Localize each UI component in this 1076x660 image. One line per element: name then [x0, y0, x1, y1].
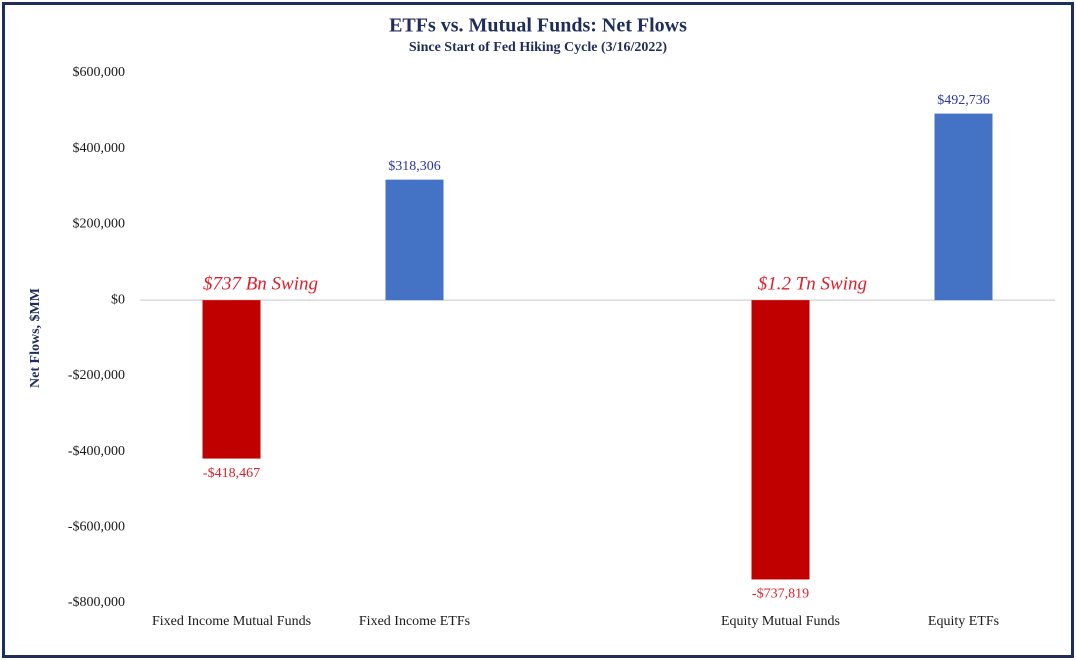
y-tick-label: -$800,000: [68, 595, 125, 610]
value-label: $318,306: [388, 159, 441, 174]
chart-subtitle: Since Start of Fed Hiking Cycle (3/16/20…: [409, 40, 668, 55]
chart-title: ETFs vs. Mutual Funds: Net Flows: [389, 15, 687, 37]
value-label: -$737,819: [752, 587, 809, 602]
y-tick-label: -$200,000: [68, 368, 125, 383]
y-tick-label: $0: [111, 292, 125, 307]
y-tick-label: -$400,000: [68, 444, 125, 459]
y-axis-label: Net Flows, $MM: [28, 288, 43, 388]
bar: [202, 300, 261, 459]
y-tick-label: $200,000: [73, 217, 126, 232]
x-tick-label: Fixed Income ETFs: [358, 614, 471, 629]
x-tick-label: Equity Mutual Funds: [720, 614, 840, 629]
x-tick-label: Fixed Income Mutual Funds: [151, 614, 312, 629]
y-tick-label: -$600,000: [68, 520, 125, 535]
y-tick-label: $400,000: [73, 141, 126, 156]
value-label: -$418,467: [203, 466, 260, 481]
bar: [385, 179, 444, 301]
bar: [751, 300, 810, 580]
annotation: $737 Bn Swing: [203, 274, 318, 295]
annotation: $1.2 Tn Swing: [758, 274, 867, 295]
x-tick-label: Equity ETFs: [927, 614, 1000, 629]
y-tick-label: $600,000: [73, 65, 126, 80]
value-label: $492,736: [937, 93, 990, 108]
bar: [934, 113, 993, 301]
